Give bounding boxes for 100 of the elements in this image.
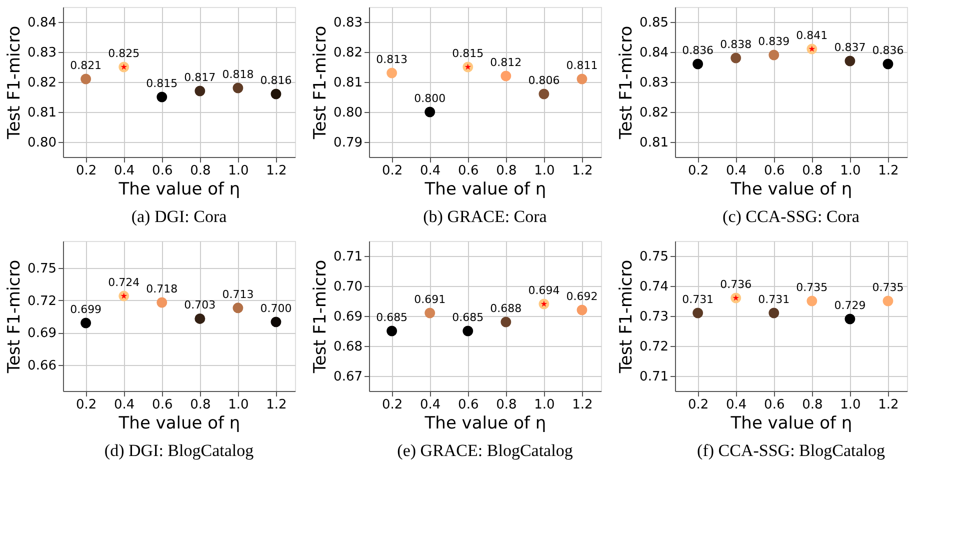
point	[882, 296, 894, 306]
point	[768, 50, 780, 60]
data-label: 0.700	[260, 302, 292, 315]
x-tick-label: 1.2	[572, 164, 593, 178]
point	[156, 297, 168, 308]
x-tick-label: 0.8	[802, 164, 823, 178]
x-tick-label: 0.6	[458, 164, 479, 178]
text: (b) GRACE: Cora	[423, 207, 548, 226]
point	[576, 74, 588, 84]
y-tick-label: 0.81	[334, 76, 362, 90]
y-tick-label: 0.70	[334, 280, 362, 294]
data-label: 0.703	[184, 298, 216, 312]
y-tick-label: 0.71	[334, 250, 362, 264]
data-label: 0.815	[452, 47, 484, 60]
data-label: 0.685	[452, 311, 484, 324]
x-axis-title: The value of η	[424, 180, 546, 200]
x-tick-label: 1.0	[840, 164, 861, 178]
point	[386, 326, 398, 336]
data-label: 0.688	[490, 302, 522, 315]
x-axis-title: The value of η	[424, 414, 546, 434]
point	[80, 74, 92, 84]
x-tick-label: 0.4	[420, 398, 441, 412]
x-tick-label: 1.0	[840, 398, 861, 412]
text: (c) CCA-SSG: Cora	[722, 207, 860, 226]
point	[844, 56, 856, 66]
text: (d) DGI: BlogCatalog	[104, 441, 254, 460]
data-label: 0.812	[490, 56, 522, 69]
y-axis-title: Test F1-micro	[4, 26, 25, 140]
y-axis-title: Test F1-micro	[310, 260, 331, 374]
y-tick-label: 0.84	[28, 16, 56, 30]
text: (e) GRACE: BlogCatalog	[397, 441, 574, 460]
y-axis-title: Test F1-micro	[616, 26, 637, 140]
data-label: 0.813	[376, 53, 408, 66]
x-tick-label: 0.8	[190, 164, 211, 178]
point	[882, 58, 894, 70]
x-tick-label: 0.4	[726, 164, 747, 178]
y-tick-label: 0.75	[28, 261, 56, 276]
x-tick-label: 1.2	[572, 398, 593, 412]
point	[270, 316, 282, 328]
point	[844, 314, 856, 324]
x-tick-label: 0.2	[688, 398, 709, 412]
point	[194, 86, 206, 96]
point	[538, 88, 550, 100]
data-label: 0.839	[758, 35, 790, 48]
data-label: 0.816	[260, 74, 292, 87]
y-tick-label: 0.83	[334, 16, 362, 30]
x-tick-label: 1.0	[228, 398, 249, 412]
point	[232, 82, 244, 94]
data-label: 0.825	[108, 47, 140, 60]
data-label: 0.729	[834, 299, 866, 312]
y-tick-label: 0.72	[28, 294, 56, 309]
point	[424, 308, 436, 318]
data-label: 0.694	[528, 284, 560, 297]
y-tick-label: 0.71	[640, 370, 668, 384]
data-label: 0.811	[566, 59, 598, 72]
x-axis-title: The value of η	[730, 180, 852, 200]
x-tick-label: 0.2	[76, 164, 97, 178]
data-label: 0.713	[222, 288, 254, 301]
y-tick-label: 0.75	[640, 250, 668, 264]
y-tick-label: 0.82	[640, 106, 668, 120]
data-label: 0.841	[796, 29, 828, 42]
y-tick-label: 0.85	[640, 16, 668, 30]
x-tick-label: 1.0	[534, 164, 555, 178]
x-tick-label: 0.2	[76, 398, 97, 412]
y-tick-label: 0.84	[640, 46, 668, 60]
x-tick-label: 1.0	[228, 164, 249, 178]
x-tick-label: 1.0	[534, 398, 555, 412]
point	[730, 52, 742, 64]
x-tick-label: 0.4	[114, 398, 135, 412]
point	[692, 58, 704, 70]
x-tick-label: 0.6	[152, 164, 173, 178]
data-label: 0.692	[566, 290, 598, 303]
x-tick-label: 0.2	[688, 164, 709, 178]
y-tick-label: 0.68	[334, 340, 362, 354]
y-tick-label: 0.82	[28, 76, 56, 90]
x-tick-label: 1.2	[878, 164, 899, 178]
point	[768, 308, 780, 318]
y-tick-label: 0.72	[640, 340, 668, 354]
text: (a) DGI: Cora	[131, 207, 228, 226]
data-label: 0.815	[146, 77, 178, 90]
data-label: 0.838	[720, 38, 752, 51]
data-label: 0.821	[70, 59, 102, 72]
y-tick-label: 0.69	[334, 310, 362, 324]
x-tick-label: 0.6	[152, 398, 173, 412]
x-axis-title: The value of η	[118, 414, 240, 434]
data-label: 0.731	[682, 293, 714, 306]
point	[232, 302, 244, 314]
data-label: 0.724	[108, 276, 140, 290]
y-tick-label: 0.66	[28, 358, 56, 374]
point	[576, 304, 588, 316]
x-tick-label: 1.2	[266, 164, 287, 178]
y-tick-label: 0.83	[28, 46, 56, 60]
y-tick-label: 0.82	[334, 46, 362, 60]
x-tick-label: 0.2	[382, 164, 403, 178]
x-tick-label: 0.6	[764, 164, 785, 178]
data-label: 0.836	[872, 44, 904, 57]
point	[270, 88, 282, 100]
y-tick-label: 0.67	[334, 370, 362, 384]
point	[500, 70, 512, 82]
data-label: 0.817	[184, 71, 216, 84]
